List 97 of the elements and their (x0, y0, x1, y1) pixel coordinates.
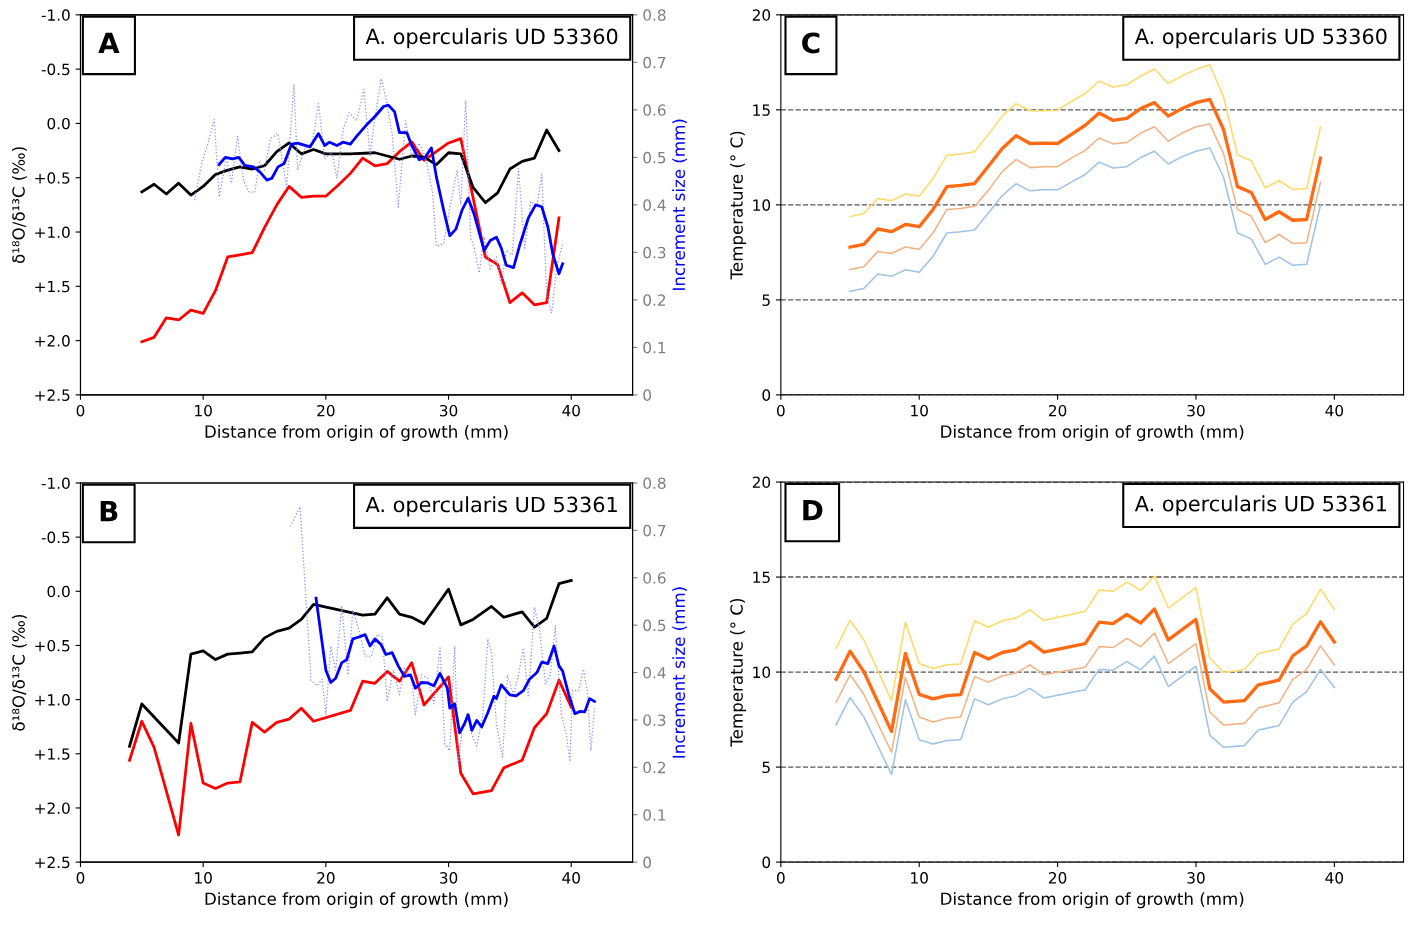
y2-tick-label: 0.3 (643, 246, 666, 259)
annotation: C (802, 32, 820, 54)
y-tick-label: 5 (762, 294, 770, 306)
line-series (217, 103, 565, 276)
y-tick-label: -1.0 (41, 9, 70, 21)
y-axis-title: Temperature (° C) (730, 131, 747, 280)
y-tick-label: 10 (753, 199, 771, 211)
annotation: A (98, 32, 120, 54)
line-series (314, 596, 596, 735)
x-tick-label: 30 (439, 404, 458, 417)
x-tick-label: 20 (317, 404, 335, 417)
y2-tick-label: 0.5 (643, 619, 666, 632)
y2-tick-label: 0.1 (643, 809, 666, 821)
line-series (834, 607, 1337, 734)
y-tick-label: 10 (753, 666, 771, 679)
y2-tick-label: 0.2 (643, 294, 666, 306)
line-series (849, 147, 1322, 293)
y2-tick-label: 0.6 (643, 104, 666, 116)
x-tick-label: 30 (1187, 404, 1205, 417)
y2-axis-title: Increment size (mm) (672, 119, 688, 290)
annotation: A. opercularis UD 53360 (1134, 28, 1387, 49)
line-series (193, 77, 564, 314)
y2-tick-label: 0.2 (643, 761, 666, 774)
x-tick-label: 20 (1048, 872, 1067, 884)
y-tick-label: 15 (753, 104, 770, 116)
y-tick-label: +1.5 (35, 748, 70, 760)
y-tick-label: -0.5 (41, 63, 70, 76)
annotation: B (100, 500, 118, 522)
y-axis-title: δ¹⁸O/δ¹³C (‰) (12, 614, 27, 731)
x-tick-label: 40 (562, 872, 580, 884)
x-tick-label: 20 (1048, 404, 1067, 417)
x-tick-label: 40 (1325, 404, 1344, 417)
annotation: D (803, 500, 823, 521)
line-series (128, 579, 573, 748)
x-tick-label: 10 (911, 872, 928, 884)
y2-tick-label: 0.1 (643, 341, 666, 354)
y-axis-title: Temperature (° C) (730, 598, 747, 747)
x-tick-label: 20 (317, 872, 335, 884)
x-tick-label: 0 (76, 872, 85, 884)
y-tick-label: 0 (762, 389, 771, 401)
line-series (140, 128, 561, 205)
x-tick-label: 0 (776, 404, 785, 417)
line-series (140, 137, 561, 344)
x-tick-label: 40 (1325, 872, 1344, 884)
x-tick-label: 0 (76, 404, 85, 417)
x-axis-title: Distance from origin of growth (mm) (941, 892, 1244, 909)
y2-tick-label: 0.7 (643, 524, 666, 537)
x-tick-label: 30 (1187, 872, 1205, 884)
y-tick-label: +1.0 (35, 694, 70, 706)
y-tick-label: +2.0 (35, 802, 70, 814)
x-axis-title: Distance from origin of growth (mm) (205, 424, 508, 442)
y2-tick-label: 0.5 (643, 151, 666, 164)
line-series (849, 123, 1322, 271)
y-tick-label: -0.5 (41, 531, 70, 544)
y-tick-label: 20 (752, 476, 771, 489)
y-tick-label: 0 (762, 856, 771, 869)
y2-axis-title: Increment size (mm) (672, 587, 688, 758)
annotation: A. opercularis UD 53361 (365, 496, 617, 517)
y2-tick-label: 0.8 (643, 9, 666, 21)
x-tick-label: 0 (776, 872, 785, 884)
y-tick-label: +0.5 (35, 639, 70, 652)
y2-tick-label: 0.4 (643, 667, 666, 679)
y-tick-label: 20 (752, 9, 771, 21)
y-axis-title: δ¹⁸O/δ¹³C (‰) (12, 147, 27, 264)
line-series (835, 575, 1336, 702)
x-tick-label: 10 (195, 872, 212, 884)
y-tick-label: 5 (762, 761, 770, 774)
y-tick-label: +1.5 (35, 280, 70, 293)
line-series (835, 655, 1336, 776)
line-series (849, 64, 1322, 218)
annotation: A. opercularis UD 53360 (365, 28, 618, 49)
x-axis-title: Distance from origin of growth (mm) (205, 892, 508, 909)
y-tick-label: +1.0 (35, 226, 70, 239)
x-tick-label: 10 (195, 404, 212, 417)
x-axis-title: Distance from origin of growth (mm) (941, 424, 1244, 442)
y2-tick-label: 0.7 (643, 56, 666, 69)
x-tick-label: 40 (562, 404, 580, 417)
y-tick-label: 0.0 (47, 117, 70, 130)
y2-tick-label: 0.8 (643, 477, 666, 489)
line-series (128, 661, 573, 837)
y-tick-label: +0.5 (35, 172, 70, 184)
y2-tick-label: 0.4 (643, 199, 666, 211)
y-tick-label: -1.0 (41, 477, 70, 489)
y-tick-label: 0.0 (47, 585, 70, 598)
y-tick-label: 15 (753, 571, 770, 584)
y2-tick-label: 0.3 (643, 714, 666, 726)
y-tick-label: +2.5 (35, 856, 70, 869)
y2-tick-label: 0 (643, 856, 651, 869)
y-tick-label: +2.5 (35, 389, 70, 401)
y-tick-label: +2.0 (35, 335, 70, 347)
line-series (848, 97, 1323, 249)
annotation: A. opercularis UD 53361 (1134, 495, 1387, 516)
y2-tick-label: 0 (643, 389, 651, 401)
y2-tick-label: 0.6 (643, 572, 666, 584)
x-tick-label: 10 (911, 404, 928, 417)
x-tick-label: 30 (439, 872, 458, 884)
line-series (835, 632, 1336, 754)
